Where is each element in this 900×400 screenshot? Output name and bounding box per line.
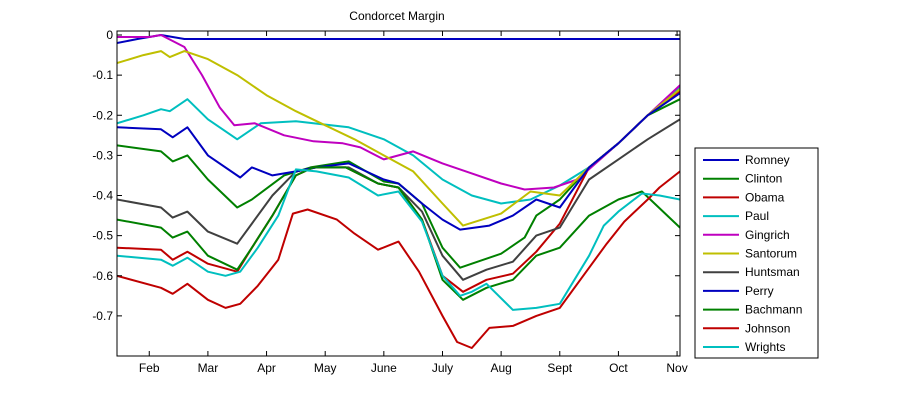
legend-label: Bachmann bbox=[745, 303, 802, 317]
x-tick-label: Apr bbox=[257, 361, 276, 375]
series-line-santorum bbox=[117, 50, 680, 227]
series-line-perry bbox=[117, 92, 680, 231]
y-tick-label: -0.1 bbox=[92, 68, 113, 82]
y-tick-label: 0 bbox=[106, 28, 113, 42]
series-line-bachmann bbox=[117, 166, 680, 301]
y-tick-label: -0.5 bbox=[92, 229, 113, 243]
legend-item: Huntsman bbox=[703, 265, 800, 279]
y-tick-label: -0.3 bbox=[92, 148, 113, 162]
legend-item: Paul bbox=[703, 209, 769, 223]
y-tick-label: -0.6 bbox=[92, 269, 113, 283]
x-tick-label: July bbox=[432, 361, 453, 375]
legend-label: Paul bbox=[745, 209, 769, 223]
plot-area bbox=[117, 31, 680, 356]
legend-item: Santorum bbox=[703, 247, 797, 261]
y-tick-label: -0.2 bbox=[92, 108, 113, 122]
legend-label: Obama bbox=[745, 190, 785, 204]
x-tick-label: Feb bbox=[139, 361, 160, 375]
x-tick-label: May bbox=[314, 361, 337, 375]
legend-item: Obama bbox=[703, 190, 785, 204]
x-tick-label: Nov bbox=[666, 361, 687, 375]
legend-item: Bachmann bbox=[703, 303, 802, 317]
x-tick-label: Sept bbox=[547, 361, 572, 375]
chart-title: Condorcet Margin bbox=[349, 9, 444, 23]
legend-item: Romney bbox=[703, 153, 790, 167]
series-line-romney bbox=[117, 34, 680, 44]
legend-label: Clinton bbox=[745, 172, 782, 186]
legend-item: Clinton bbox=[703, 172, 782, 186]
series-layer bbox=[117, 34, 680, 349]
legend-item: Wrights bbox=[703, 340, 785, 354]
legend-label: Santorum bbox=[745, 247, 797, 261]
series-line-paul bbox=[117, 86, 680, 205]
legend-label: Wrights bbox=[745, 340, 785, 354]
plot-frame bbox=[116, 30, 681, 357]
series-line-gingrich bbox=[117, 34, 680, 191]
legend-item: Gingrich bbox=[703, 228, 790, 242]
legend-label: Romney bbox=[745, 153, 790, 167]
x-tick-label: June bbox=[371, 361, 397, 375]
legend-item: Perry bbox=[703, 284, 774, 298]
series-line-wrights bbox=[117, 168, 680, 311]
x-tick-label: Aug bbox=[490, 361, 511, 375]
x-axis: Feb Mar Apr May June July Aug Sept Oct Nov bbox=[139, 31, 688, 375]
legend-label: Huntsman bbox=[745, 265, 800, 279]
legend-label: Perry bbox=[745, 284, 774, 298]
legend-label: Johnson bbox=[745, 321, 790, 335]
legend-item: Johnson bbox=[703, 321, 790, 335]
series-line-johnson bbox=[117, 170, 680, 349]
y-tick-label: -0.7 bbox=[92, 309, 113, 323]
y-axis: 0 -0.1 -0.2 -0.3 -0.4 -0.5 -0.6 -0.7 bbox=[92, 28, 680, 323]
y-tick-label: -0.4 bbox=[92, 189, 113, 203]
legend-label: Gingrich bbox=[745, 228, 790, 242]
legend: Romney Clinton Obama Paul Gingrich Santorum Hu… bbox=[694, 147, 819, 359]
x-tick-label: Oct bbox=[609, 361, 628, 375]
x-tick-label: Mar bbox=[198, 361, 219, 375]
